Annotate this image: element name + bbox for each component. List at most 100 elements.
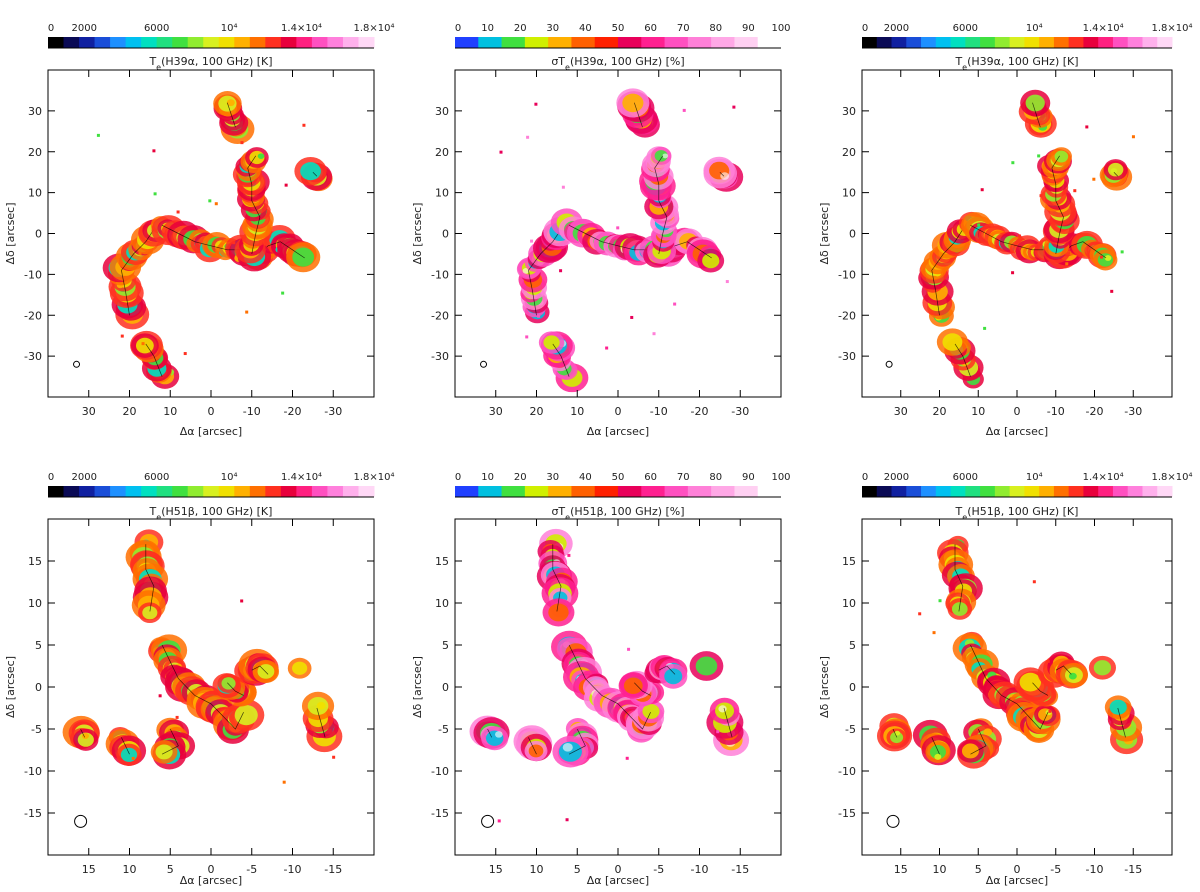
colorbar-segment bbox=[711, 37, 735, 48]
colorbar-segment bbox=[571, 486, 596, 497]
beam-circle bbox=[481, 814, 495, 828]
colorbar-tick-label: 40 bbox=[579, 472, 592, 483]
emission-blob-spot bbox=[257, 153, 265, 159]
beam-circle bbox=[886, 814, 900, 828]
colorbar-tick-label: 20 bbox=[514, 472, 527, 483]
colorbar-tick-label: 10 bbox=[481, 23, 494, 34]
colorbar-segment bbox=[110, 486, 127, 497]
colorbar-segment bbox=[1053, 37, 1070, 48]
colorbar-segment bbox=[921, 486, 937, 497]
emission-speck bbox=[1092, 177, 1096, 181]
colorbar-segment bbox=[980, 37, 996, 48]
colorbar-segment bbox=[594, 37, 619, 48]
x-tick-label: 5 bbox=[975, 863, 982, 876]
contour-line bbox=[719, 171, 725, 177]
colorbar-segment bbox=[980, 486, 996, 497]
panel-title: Te(H51β, 100 GHz) [K] bbox=[955, 505, 1079, 522]
y-tick-label: -30 bbox=[431, 350, 449, 363]
contour-line bbox=[568, 728, 586, 755]
emission-speck bbox=[977, 223, 981, 227]
y-tick-label: 15 bbox=[842, 555, 856, 568]
colorbar-segment bbox=[757, 486, 782, 497]
contour-line bbox=[552, 343, 570, 377]
x-tick-label: -5 bbox=[653, 863, 664, 876]
x-tick-label: -20 bbox=[1086, 405, 1104, 418]
emission-blob-core bbox=[221, 677, 236, 690]
colorbar-segment bbox=[358, 486, 375, 497]
emission-blob-core bbox=[1019, 672, 1042, 692]
colorbar-tick-label: 1.4×10⁴ bbox=[1083, 472, 1124, 483]
colorbar-segment bbox=[125, 37, 142, 48]
emission-speck bbox=[183, 352, 187, 356]
x-tick-label: 10 bbox=[933, 863, 947, 876]
contour-line bbox=[1051, 155, 1064, 254]
x-axis-label: Δα [arcsec] bbox=[587, 425, 649, 438]
y-tick-label: -15 bbox=[838, 807, 856, 820]
colorbar-segment bbox=[641, 37, 666, 48]
colorbar-tick-label: 2000 bbox=[71, 23, 96, 34]
colorbar-tick-label: 2000 bbox=[884, 23, 909, 34]
colorbar-segment bbox=[1127, 37, 1143, 48]
colorbar-segment bbox=[876, 37, 893, 48]
y-tick-label: -10 bbox=[24, 268, 42, 281]
emission-speck bbox=[627, 647, 631, 651]
emission-map bbox=[469, 528, 750, 823]
emission-blob-core bbox=[622, 93, 644, 113]
y-tick-label: 10 bbox=[435, 187, 449, 200]
x-axis-label: Δα [arcsec] bbox=[587, 874, 649, 887]
y-tick-label: -20 bbox=[838, 309, 856, 322]
colorbar-segment bbox=[218, 37, 235, 48]
emission-speck bbox=[138, 252, 142, 256]
x-tick-label: 10 bbox=[163, 405, 177, 418]
y-tick-label: 10 bbox=[28, 187, 42, 200]
y-axis-label: Δδ [arcsec] bbox=[4, 656, 17, 718]
colorbar-tick-label: 100 bbox=[771, 23, 790, 34]
emission-blob-spot bbox=[1110, 168, 1118, 174]
colorbar-segment bbox=[501, 37, 526, 48]
colorbar-segment bbox=[280, 37, 297, 48]
colorbar-segment bbox=[48, 486, 65, 497]
emission-blob-core bbox=[951, 602, 968, 616]
x-tick-label: 10 bbox=[971, 405, 985, 418]
colorbar-segment bbox=[296, 37, 313, 48]
y-tick-label: 20 bbox=[28, 146, 42, 159]
colorbar-segment bbox=[1157, 37, 1173, 48]
x-tick-label: -10 bbox=[1047, 405, 1065, 418]
emission-speck bbox=[245, 310, 249, 314]
emission-speck bbox=[716, 730, 720, 734]
emission-speck bbox=[1099, 255, 1103, 259]
colorbar-segment bbox=[249, 486, 266, 497]
colorbar-tick-label: 2000 bbox=[71, 472, 96, 483]
y-tick-label: 30 bbox=[435, 105, 449, 118]
emission-blob-core bbox=[961, 743, 979, 759]
emission-map bbox=[62, 529, 343, 784]
colorbar: 0 10 20 30 40 50 60 70 80 90 100 bbox=[455, 472, 791, 498]
colorbar-segment bbox=[63, 486, 80, 497]
axes: 30 20 10 0 -10 -20 -30 30 20 10 0 -10 -20 -30 bbox=[24, 70, 374, 418]
emission-speck bbox=[497, 819, 501, 823]
colorbar-segment bbox=[63, 37, 80, 48]
colorbar-segment bbox=[478, 486, 503, 497]
y-tick-label: -5 bbox=[845, 723, 856, 736]
colorbar-tick-label: 6000 bbox=[953, 23, 978, 34]
colorbar-segment bbox=[1098, 486, 1114, 497]
y-axis-label: Δδ [arcsec] bbox=[818, 203, 831, 265]
colorbar-segment bbox=[862, 486, 878, 497]
x-tick-label: -10 bbox=[284, 863, 302, 876]
emission-blob-spot bbox=[1068, 672, 1077, 680]
x-tick-label: 0 bbox=[1014, 405, 1021, 418]
colorbar-segment bbox=[203, 37, 220, 48]
emission-speck bbox=[302, 123, 306, 127]
x-tick-label: 10 bbox=[570, 405, 584, 418]
emission-speck bbox=[980, 188, 984, 192]
emission-speck bbox=[1046, 659, 1050, 663]
x-axis-label: Δα [arcsec] bbox=[986, 425, 1048, 438]
emission-blob-spot bbox=[495, 731, 503, 738]
colorbar-segment bbox=[876, 486, 893, 497]
y-tick-label: -10 bbox=[431, 268, 449, 281]
y-tick-label: -30 bbox=[24, 350, 42, 363]
emission-blob-core bbox=[654, 150, 668, 162]
colorbar: 0 2000 6000 10⁴ 1.4×10⁴ 1.8×10⁴ bbox=[48, 23, 395, 49]
emission-speck bbox=[1039, 194, 1043, 198]
